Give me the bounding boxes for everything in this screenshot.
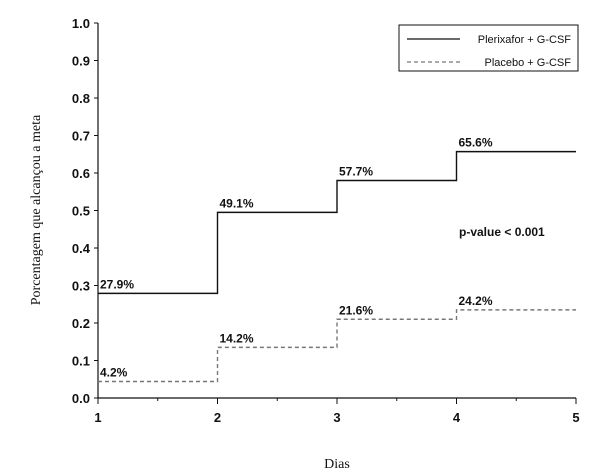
y-tick-label: 0.2 [72,316,90,331]
y-tick-label: 0.0 [72,391,90,406]
y-tick-label: 0.4 [72,241,91,256]
x-axis-title: Dias [324,457,350,472]
data-label-plerixafor: 27.9% [100,277,134,291]
data-label-plerixafor: 57.7% [339,165,373,179]
data-label-placebo: 4.2% [100,366,128,380]
x-tick-label: 5 [572,410,579,425]
y-tick-label: 0.6 [72,166,90,181]
data-label-plerixafor: 65.6% [459,136,493,150]
y-tick-label: 1.0 [72,16,90,31]
data-labels-group: 27.9% 49.1% 57.7% 65.6% 4.2% 14.2% 21.6% 24.2% [100,136,493,380]
data-label-placebo: 24.2% [459,294,493,308]
y-axis-title: Porcentagem que alcançou a meta [29,114,44,305]
x-tick-label: 2 [214,410,221,425]
y-tick-label: 0.7 [72,129,90,144]
data-label-placebo: 21.6% [339,303,373,317]
series-group [98,150,576,383]
y-tick-label: 0.9 [72,54,90,69]
legend-label-plerixafor: Plerixafor + G-CSF [478,34,571,46]
legend-label-placebo: Placebo + G-CSF [484,57,571,69]
y-tick-label: 0.1 [72,354,90,369]
series-line-plerixafor [98,150,576,295]
data-label-plerixafor: 49.1% [220,196,254,210]
series-line-placebo [98,309,576,383]
x-tick-label: 3 [333,410,340,425]
y-tick-label: 0.8 [72,91,90,106]
y-tick-label: 0.3 [72,279,90,294]
x-tick-label: 4 [453,410,461,425]
legend: Plerixafor + G-CSF Placebo + G-CSF [398,24,579,72]
legend-box [398,24,579,72]
x-tick-label: 1 [94,410,101,425]
axes-group: 0.0 0.1 0.2 0.3 0.4 0.5 0.6 0.7 0.8 0.9 1.0 1 2 3 4 5 [72,16,580,425]
y-tick-label: 0.5 [72,204,90,219]
data-label-placebo: 14.2% [220,331,254,345]
p-value-annotation: p-value < 0.001 [459,225,545,239]
